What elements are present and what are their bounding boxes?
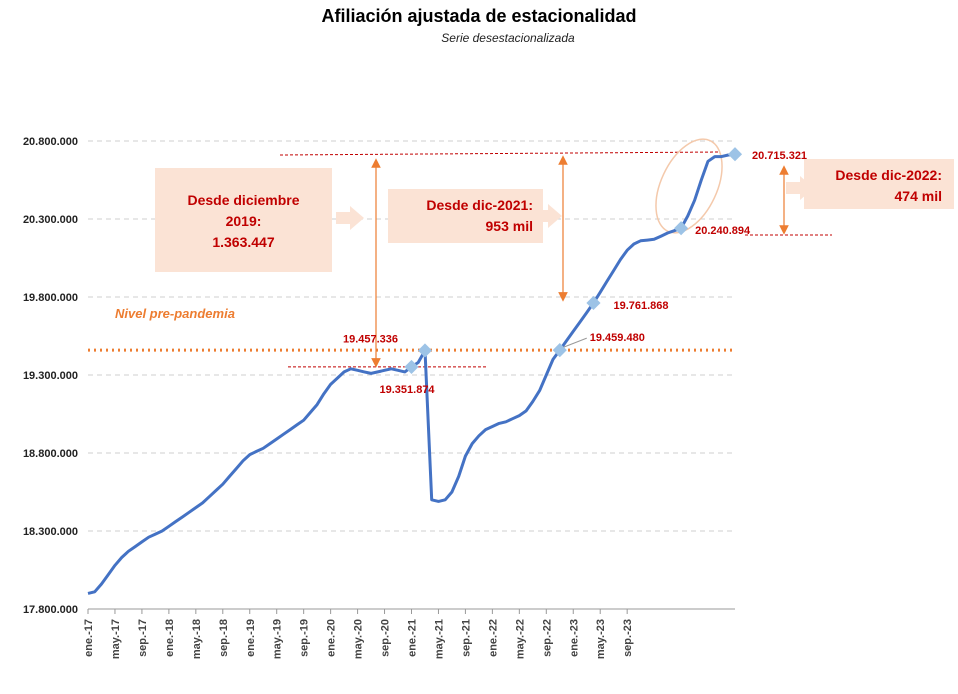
y-tick-label: 18.300.000	[23, 526, 78, 538]
callout-box	[804, 159, 954, 209]
x-tick-label: may.-22	[514, 619, 526, 659]
label-leader-line	[563, 337, 587, 348]
data-label: 19.351.874	[380, 384, 436, 396]
chart-subtitle: Serie desestacionalizada	[441, 31, 575, 45]
x-tick-label: ene.-23	[568, 619, 580, 657]
block-arrow-2019	[336, 206, 364, 230]
x-tick-label: sep.-22	[541, 619, 553, 657]
callout-box	[388, 189, 543, 243]
x-tick-label: sep.-21	[460, 619, 472, 657]
data-marker	[404, 359, 419, 374]
callout-text: 1.363.447	[212, 234, 274, 250]
x-tick-label: sep.-20	[380, 619, 392, 657]
x-tick-label: ene.-19	[245, 619, 257, 657]
callout-text: 2019:	[226, 213, 262, 229]
x-tick-label: may.-20	[353, 619, 365, 659]
x-tick-label: sep.-17	[137, 619, 149, 657]
x-tick-label: ene.-22	[487, 619, 499, 657]
callout-box	[155, 168, 332, 272]
x-tick-label: sep.-19	[299, 619, 311, 657]
highlight-ellipse	[655, 138, 723, 234]
x-tick-label: ene.-20	[326, 619, 338, 657]
top-level-line	[279, 151, 721, 156]
callout-text: Desde diciembre	[187, 192, 299, 208]
data-marker	[552, 343, 567, 358]
x-tick-label: may.-19	[272, 619, 284, 659]
callout-text: 474 mil	[895, 188, 942, 204]
x-tick-label: sep.-23	[622, 619, 634, 657]
callout-text: Desde dic-2021:	[426, 197, 533, 213]
data-label: 20.240.894	[695, 225, 751, 237]
data-marker	[586, 295, 601, 311]
y-tick-label: 18.800.000	[23, 448, 78, 460]
y-tick-label: 20.300.000	[23, 214, 78, 226]
x-tick-label: ene.-18	[164, 619, 176, 657]
y-tick-label: 17.800.000	[23, 604, 78, 616]
x-tick-label: sep.-18	[218, 619, 230, 657]
y-tick-label: 20.800.000	[23, 136, 78, 148]
callout-text: 953 mil	[486, 218, 533, 234]
data-marker	[417, 343, 433, 358]
data-label: 19.761.868	[613, 300, 668, 312]
callout-text: Desde dic-2022:	[835, 167, 942, 183]
x-tick-label: may.-21	[433, 619, 445, 659]
x-tick-label: ene.-17	[83, 619, 95, 657]
x-tick-label: may.-17	[110, 619, 122, 659]
x-tick-label: may.-18	[191, 619, 203, 659]
data-marker	[727, 147, 743, 162]
x-tick-label: ene.-21	[407, 619, 419, 657]
data-marker	[674, 221, 689, 236]
reference-line-label: Nivel pre-pandemia	[115, 306, 235, 321]
y-tick-label: 19.800.000	[23, 292, 78, 304]
data-label: 20.715.321	[752, 150, 807, 162]
data-label: 19.459.480	[590, 332, 645, 344]
y-tick-label: 19.300.000	[23, 370, 78, 382]
x-tick-label: may.-23	[595, 619, 607, 659]
data-label: 19.457.336	[343, 333, 398, 345]
chart-title: Afiliación ajustada de estacionalidad	[321, 6, 637, 26]
